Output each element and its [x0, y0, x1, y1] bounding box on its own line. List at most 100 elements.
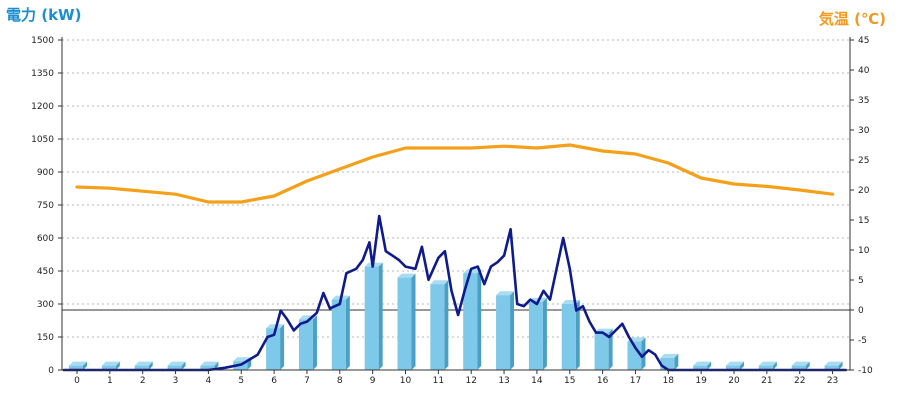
bar-side [838, 361, 843, 370]
bar-side [148, 361, 153, 370]
x-tick-label: 18 [663, 376, 675, 386]
bar-face [298, 319, 313, 370]
bar-side [608, 328, 613, 370]
x-tick-label: 17 [630, 376, 641, 386]
bar-top [200, 361, 219, 366]
bar [824, 361, 843, 370]
left-tick-label: 0 [48, 366, 54, 376]
bar [463, 269, 482, 370]
x-tick-label: 11 [433, 376, 444, 386]
bar-side [181, 361, 186, 370]
x-tick-label: 8 [337, 376, 343, 386]
x-tick-label: 23 [827, 376, 838, 386]
bar-face [528, 301, 543, 370]
bar-side [707, 361, 712, 370]
x-tick-label: 20 [728, 376, 740, 386]
left-tick-label: 1500 [31, 36, 54, 46]
bar [69, 361, 87, 370]
bar-side [477, 269, 482, 370]
bar-top [791, 361, 810, 366]
bar [627, 337, 646, 370]
bar-face [331, 299, 346, 370]
right-axis-title: 気温 (℃) [818, 10, 886, 28]
bar-side [411, 273, 416, 370]
bar-top [660, 353, 679, 358]
bar-top [824, 361, 843, 366]
bar-top [167, 361, 186, 366]
bar [397, 273, 416, 370]
x-tick-label: 15 [564, 376, 575, 386]
bar-top [758, 361, 777, 366]
bar-face [69, 365, 83, 370]
right-tick-label: 40 [858, 66, 870, 76]
bar-face [627, 341, 642, 370]
bar-top [430, 280, 449, 285]
bar-side [444, 280, 449, 370]
right-tick-label: 30 [858, 126, 870, 136]
bar [791, 361, 810, 370]
right-tick-label: 45 [858, 36, 869, 46]
bar-side [805, 361, 810, 370]
x-tick-label: 2 [140, 376, 146, 386]
bar [528, 297, 547, 370]
bar [364, 262, 383, 370]
bar [101, 361, 120, 370]
x-tick-label: 5 [238, 376, 244, 386]
right-tick-label: -10 [858, 366, 873, 376]
left-tick-label: 150 [37, 333, 54, 343]
x-tick-label: 1 [107, 376, 113, 386]
bar-face [758, 365, 773, 370]
left-tick-label: 1050 [31, 135, 54, 145]
x-tick-label: 19 [695, 376, 707, 386]
x-tick-label: 16 [597, 376, 609, 386]
bar-side [378, 262, 383, 370]
left-tick-label: 1200 [31, 102, 54, 112]
left-tick-label: 450 [37, 267, 54, 277]
bar-top [726, 361, 744, 366]
bar-face [167, 365, 182, 370]
bar-side [772, 361, 777, 370]
right-tick-label: 15 [858, 216, 869, 226]
right-tick-label: 0 [858, 306, 864, 316]
x-tick-label: 0 [74, 376, 80, 386]
bar-face [824, 365, 839, 370]
bar-top [69, 361, 87, 366]
bar-side [345, 295, 350, 370]
bar-face [463, 273, 478, 370]
bar-top [397, 273, 416, 278]
bar-top [463, 269, 482, 274]
x-tick-label: 9 [370, 376, 376, 386]
bar [266, 324, 285, 370]
bar [430, 280, 449, 370]
bar-top [101, 361, 120, 366]
bar [693, 361, 712, 370]
right-tick-label: 25 [858, 156, 869, 166]
bar-side [280, 324, 285, 370]
left-tick-label: 750 [37, 201, 54, 211]
right-tick-label: 35 [858, 96, 869, 106]
bar-top [134, 361, 153, 366]
left-tick-label: 1350 [31, 69, 54, 79]
bar-side [312, 315, 317, 370]
bar-side [674, 353, 679, 370]
bar [726, 361, 744, 370]
bar-top [693, 361, 712, 366]
left-axis-title: 電力 (kW) [6, 6, 82, 24]
left-tick-label: 300 [37, 300, 54, 310]
right-tick-label: 5 [858, 276, 864, 286]
left-tick-label: 900 [37, 168, 54, 178]
bar-face [101, 365, 116, 370]
bar-face [430, 284, 445, 370]
x-tick-label: 22 [794, 376, 805, 386]
bar-face [200, 365, 215, 370]
bar-face [561, 304, 576, 370]
x-tick-label: 10 [400, 376, 412, 386]
bar-face [726, 365, 740, 370]
bar-side [510, 291, 515, 370]
bar [496, 291, 515, 370]
x-tick-label: 21 [761, 376, 772, 386]
bar-face [496, 295, 511, 370]
bar-face [134, 365, 149, 370]
